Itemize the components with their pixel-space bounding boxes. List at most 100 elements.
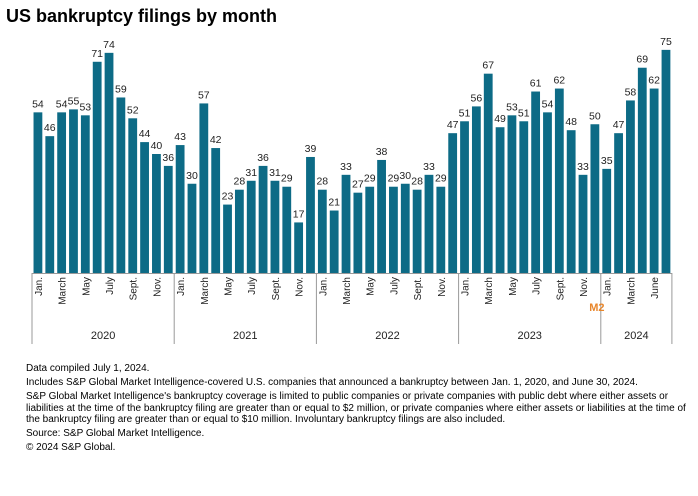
- bar: [626, 100, 635, 273]
- bar: [199, 103, 209, 273]
- bar: [460, 121, 469, 274]
- bar-value-label: 29: [388, 173, 400, 185]
- bar-value-label: 38: [376, 146, 388, 158]
- bar: [306, 156, 315, 273]
- month-tick-label: May: [81, 277, 92, 296]
- bar: [566, 130, 576, 273]
- month-tick-label: March: [342, 277, 353, 305]
- chart-notes: Data compiled July 1, 2024. Includes S&P…: [26, 363, 686, 456]
- bar-value-label: 54: [542, 98, 554, 110]
- bar-value-label: 74: [103, 39, 115, 51]
- bar: [69, 109, 78, 273]
- bar: [412, 189, 422, 273]
- bar-value-label: 47: [613, 119, 625, 131]
- bar: [614, 133, 623, 273]
- bar: [436, 186, 446, 273]
- bar: [270, 180, 280, 273]
- bar-value-label: 50: [589, 110, 601, 122]
- month-tick-label: July: [532, 277, 543, 295]
- bar-value-label: 59: [115, 83, 127, 95]
- bar: [294, 222, 304, 273]
- bar: [341, 174, 351, 273]
- bar: [92, 61, 102, 274]
- month-tick-label: Jan.: [34, 277, 45, 296]
- watermark-label: M2: [589, 302, 604, 314]
- bar-value-label: 48: [565, 116, 577, 128]
- bar: [448, 133, 458, 273]
- bar-value-label: 47: [447, 119, 459, 131]
- bar: [80, 115, 90, 273]
- bar-value-label: 43: [174, 131, 186, 143]
- bar: [234, 189, 244, 273]
- bar: [377, 159, 386, 273]
- bar: [495, 127, 505, 273]
- bar-value-label: 61: [530, 78, 542, 90]
- bar-value-label: 55: [68, 95, 80, 107]
- bar-value-label: 30: [186, 170, 198, 182]
- x-axis-group: 2020 2021 2022 2023 2024 Jan. March May July Sept…: [31, 273, 673, 344]
- bar: [590, 124, 600, 273]
- bar: [531, 91, 541, 274]
- month-tick-label: May: [508, 277, 519, 296]
- bar-value-label: 29: [281, 173, 293, 185]
- bar-value-label: 29: [435, 173, 447, 185]
- month-tick-label: March: [484, 277, 495, 305]
- bar-value-label: 51: [518, 107, 530, 119]
- bar-value-label: 28: [234, 176, 246, 188]
- bar: [578, 174, 588, 273]
- year-label: 2020: [91, 330, 115, 342]
- year-label: 2023: [517, 330, 541, 342]
- bar-value-label: 69: [636, 54, 648, 66]
- bar: [424, 174, 434, 273]
- bar-value-label: 54: [32, 98, 44, 110]
- note-includes: Includes S&P Global Market Intelligence-…: [26, 377, 638, 389]
- bar-value-label: 17: [293, 208, 305, 220]
- month-tick-label: Jan.: [318, 277, 329, 296]
- bar-value-label: 29: [364, 173, 376, 185]
- bar-value-label: 23: [222, 191, 234, 203]
- month-tick-label: June: [650, 277, 661, 299]
- bar: [471, 106, 481, 274]
- bar-value-label: 67: [482, 60, 494, 72]
- bar-value-label: 53: [506, 101, 518, 113]
- bar-value-label: 42: [210, 134, 222, 146]
- month-tick-label: Sept.: [129, 277, 140, 300]
- bar: [246, 180, 256, 273]
- bar-value-label: 44: [139, 128, 151, 140]
- bar-value-label: 36: [257, 152, 269, 164]
- month-tick-label: May: [366, 277, 377, 296]
- bar: [258, 165, 268, 273]
- bar-value-label: 33: [577, 161, 589, 173]
- bar-value-label: 31: [269, 167, 281, 179]
- bar: [317, 189, 327, 273]
- bar-value-label: 33: [340, 161, 352, 173]
- bar-value-label: 31: [245, 167, 257, 179]
- bar: [329, 210, 339, 273]
- bar: [519, 121, 529, 274]
- bar-value-label: 36: [162, 152, 174, 164]
- month-tick-label: July: [247, 277, 258, 295]
- bar-value-label: 51: [459, 107, 471, 119]
- bar: [649, 88, 659, 273]
- month-tick-label: March: [58, 277, 69, 305]
- month-tick-label: March: [626, 277, 637, 305]
- bar: [116, 97, 126, 273]
- bar-value-label: 39: [305, 143, 317, 155]
- year-label: 2022: [375, 330, 399, 342]
- bar: [211, 148, 221, 273]
- month-tick-label: May: [224, 277, 235, 296]
- month-tick-label: July: [105, 277, 116, 295]
- bar: [661, 49, 671, 273]
- bar-value-label: 27: [352, 179, 364, 191]
- bar: [543, 112, 552, 273]
- bar: [602, 168, 612, 273]
- chart-title: US bankruptcy filings by month: [6, 6, 278, 26]
- bar: [33, 112, 43, 273]
- month-tick-label: July: [389, 277, 400, 295]
- bar-value-label: 35: [601, 155, 613, 167]
- month-tick-label: Sept.: [555, 277, 566, 300]
- bar: [57, 112, 67, 273]
- bar-value-label: 56: [471, 92, 483, 104]
- bar-value-label: 58: [625, 86, 637, 98]
- year-label: 2021: [233, 330, 257, 342]
